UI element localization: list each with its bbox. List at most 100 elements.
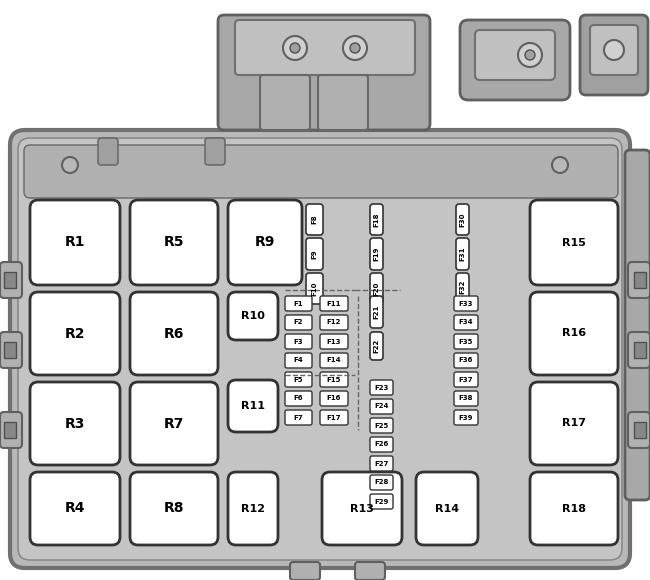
Text: R3: R3 (65, 416, 85, 430)
FancyBboxPatch shape (320, 353, 348, 368)
Text: R12: R12 (241, 503, 265, 513)
FancyBboxPatch shape (228, 472, 278, 545)
Bar (4, 342, 16, 358)
Text: F20: F20 (374, 281, 380, 296)
FancyBboxPatch shape (370, 204, 383, 235)
FancyBboxPatch shape (290, 562, 320, 580)
Text: F29: F29 (374, 498, 389, 505)
Text: R10: R10 (241, 311, 265, 321)
Text: F35: F35 (459, 339, 473, 345)
Text: R4: R4 (65, 502, 85, 516)
FancyBboxPatch shape (218, 15, 430, 130)
Circle shape (604, 40, 624, 60)
FancyBboxPatch shape (320, 391, 348, 406)
Text: F19: F19 (374, 246, 380, 261)
FancyBboxPatch shape (228, 200, 302, 285)
FancyBboxPatch shape (10, 130, 630, 568)
Text: F12: F12 (327, 320, 341, 325)
Circle shape (283, 36, 307, 60)
Text: F26: F26 (374, 441, 389, 448)
FancyBboxPatch shape (454, 334, 478, 349)
FancyBboxPatch shape (625, 150, 650, 500)
FancyBboxPatch shape (530, 200, 618, 285)
FancyBboxPatch shape (285, 372, 312, 387)
FancyBboxPatch shape (370, 296, 383, 328)
Text: F22: F22 (374, 339, 380, 353)
Text: F21: F21 (374, 305, 380, 319)
FancyBboxPatch shape (285, 315, 312, 330)
Circle shape (62, 522, 78, 538)
FancyBboxPatch shape (235, 20, 415, 75)
Text: F5: F5 (294, 376, 304, 382)
FancyBboxPatch shape (285, 296, 312, 311)
FancyBboxPatch shape (318, 75, 368, 130)
Circle shape (290, 43, 300, 53)
FancyBboxPatch shape (18, 138, 622, 560)
FancyBboxPatch shape (530, 382, 618, 465)
Text: F2: F2 (294, 320, 304, 325)
Text: R1: R1 (65, 235, 85, 249)
Bar (634, 272, 646, 288)
Text: F34: F34 (459, 320, 473, 325)
FancyBboxPatch shape (370, 332, 383, 360)
Circle shape (552, 522, 568, 538)
Text: R8: R8 (164, 502, 184, 516)
FancyBboxPatch shape (285, 410, 312, 425)
FancyBboxPatch shape (628, 262, 650, 298)
Circle shape (62, 157, 78, 173)
Circle shape (518, 43, 542, 67)
FancyBboxPatch shape (370, 437, 393, 452)
Text: F11: F11 (327, 300, 341, 306)
FancyBboxPatch shape (454, 315, 478, 330)
FancyBboxPatch shape (370, 273, 383, 304)
Text: R17: R17 (562, 419, 586, 429)
FancyBboxPatch shape (30, 292, 120, 375)
Text: F38: F38 (459, 396, 473, 401)
Text: F7: F7 (294, 415, 304, 420)
FancyBboxPatch shape (370, 456, 393, 471)
Text: F31: F31 (460, 246, 465, 261)
FancyBboxPatch shape (370, 494, 393, 509)
FancyBboxPatch shape (454, 353, 478, 368)
FancyBboxPatch shape (0, 262, 22, 298)
FancyBboxPatch shape (228, 380, 278, 432)
FancyBboxPatch shape (456, 238, 469, 270)
FancyBboxPatch shape (130, 382, 218, 465)
Text: F6: F6 (294, 396, 304, 401)
FancyBboxPatch shape (30, 382, 120, 465)
FancyBboxPatch shape (454, 296, 478, 311)
Text: F27: F27 (374, 461, 389, 466)
FancyBboxPatch shape (416, 472, 478, 545)
FancyBboxPatch shape (130, 200, 218, 285)
Text: F9: F9 (311, 249, 317, 259)
FancyBboxPatch shape (628, 412, 650, 448)
FancyBboxPatch shape (130, 292, 218, 375)
Text: R6: R6 (164, 327, 184, 340)
Circle shape (525, 50, 535, 60)
Text: F36: F36 (459, 357, 473, 364)
Text: F32: F32 (460, 280, 465, 293)
FancyBboxPatch shape (30, 472, 120, 545)
FancyBboxPatch shape (320, 410, 348, 425)
FancyBboxPatch shape (456, 204, 469, 235)
Bar (4, 272, 16, 288)
FancyBboxPatch shape (590, 25, 638, 75)
FancyBboxPatch shape (260, 75, 310, 130)
FancyBboxPatch shape (306, 273, 323, 304)
FancyBboxPatch shape (98, 138, 118, 165)
Text: R15: R15 (562, 237, 586, 248)
Text: F15: F15 (327, 376, 341, 382)
FancyBboxPatch shape (24, 145, 618, 198)
Text: F13: F13 (327, 339, 341, 345)
Text: F28: F28 (374, 480, 389, 485)
Text: R11: R11 (241, 401, 265, 411)
Text: F14: F14 (327, 357, 341, 364)
Text: F30: F30 (460, 212, 465, 227)
Text: F16: F16 (327, 396, 341, 401)
Text: F39: F39 (459, 415, 473, 420)
FancyBboxPatch shape (475, 30, 555, 80)
Bar (634, 342, 646, 358)
FancyBboxPatch shape (130, 472, 218, 545)
Circle shape (552, 157, 568, 173)
FancyBboxPatch shape (0, 412, 22, 448)
